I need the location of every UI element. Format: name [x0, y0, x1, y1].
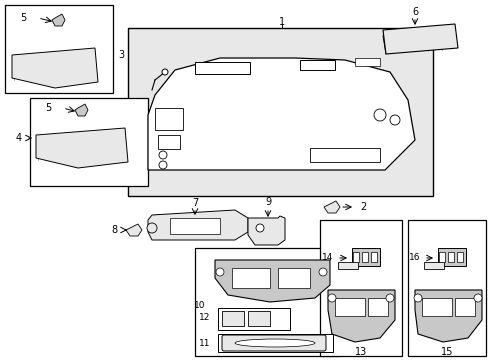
Text: 8: 8	[112, 225, 118, 235]
Bar	[218, 308, 289, 330]
Text: 12: 12	[198, 314, 209, 323]
Polygon shape	[148, 210, 247, 240]
Circle shape	[159, 161, 167, 169]
Bar	[247, 311, 269, 326]
Text: 11: 11	[198, 338, 209, 347]
Bar	[423, 262, 443, 269]
Text: 7: 7	[191, 198, 198, 208]
Bar	[170, 218, 220, 234]
Circle shape	[327, 294, 335, 302]
Circle shape	[389, 115, 399, 125]
Polygon shape	[382, 24, 457, 54]
Bar	[454, 298, 474, 316]
Bar	[351, 248, 379, 266]
Text: 10: 10	[193, 301, 204, 310]
Bar	[421, 298, 451, 316]
Bar	[438, 252, 444, 262]
Bar	[30, 98, 148, 186]
Text: 9: 9	[264, 197, 270, 207]
Circle shape	[159, 151, 167, 159]
Circle shape	[473, 294, 481, 302]
Bar	[278, 268, 309, 288]
Bar	[437, 248, 465, 266]
Bar	[128, 28, 432, 196]
Bar	[456, 252, 462, 262]
Circle shape	[373, 109, 385, 121]
Bar	[309, 148, 379, 162]
Bar	[361, 252, 367, 262]
Text: 5: 5	[20, 13, 26, 23]
Text: 14: 14	[321, 253, 332, 262]
Circle shape	[385, 294, 393, 302]
Circle shape	[413, 294, 421, 302]
Polygon shape	[12, 48, 98, 88]
Text: 3: 3	[118, 50, 124, 60]
Bar	[334, 298, 364, 316]
Text: 5: 5	[45, 103, 51, 113]
Bar	[222, 311, 244, 326]
Polygon shape	[148, 58, 414, 170]
Bar	[352, 252, 358, 262]
Text: 4: 4	[16, 133, 22, 143]
Text: 13: 13	[354, 347, 366, 357]
Ellipse shape	[235, 339, 314, 347]
Text: 2: 2	[359, 202, 366, 212]
Circle shape	[256, 224, 264, 232]
Bar	[299, 60, 334, 70]
FancyBboxPatch shape	[222, 335, 325, 351]
Circle shape	[162, 69, 168, 75]
Bar	[195, 62, 249, 74]
Polygon shape	[52, 14, 65, 26]
Bar	[337, 262, 357, 269]
Bar	[319, 220, 401, 356]
Bar	[407, 220, 485, 356]
Polygon shape	[75, 104, 88, 116]
Bar	[218, 334, 332, 352]
Bar	[195, 248, 339, 356]
Polygon shape	[327, 290, 394, 342]
Polygon shape	[36, 128, 128, 168]
Polygon shape	[414, 290, 481, 342]
Bar	[354, 58, 379, 66]
Polygon shape	[215, 260, 329, 302]
Circle shape	[318, 268, 326, 276]
Text: 6: 6	[411, 7, 417, 17]
Polygon shape	[247, 216, 285, 245]
Circle shape	[216, 268, 224, 276]
Bar	[367, 298, 387, 316]
Bar	[447, 252, 453, 262]
Bar	[155, 108, 183, 130]
Bar	[158, 135, 180, 149]
Bar	[5, 5, 113, 93]
Polygon shape	[126, 224, 142, 236]
Text: 15: 15	[440, 347, 452, 357]
Bar	[231, 268, 269, 288]
Bar	[370, 252, 376, 262]
Polygon shape	[324, 201, 339, 213]
Circle shape	[147, 223, 157, 233]
Text: 1: 1	[278, 17, 285, 27]
Text: 16: 16	[407, 253, 419, 262]
